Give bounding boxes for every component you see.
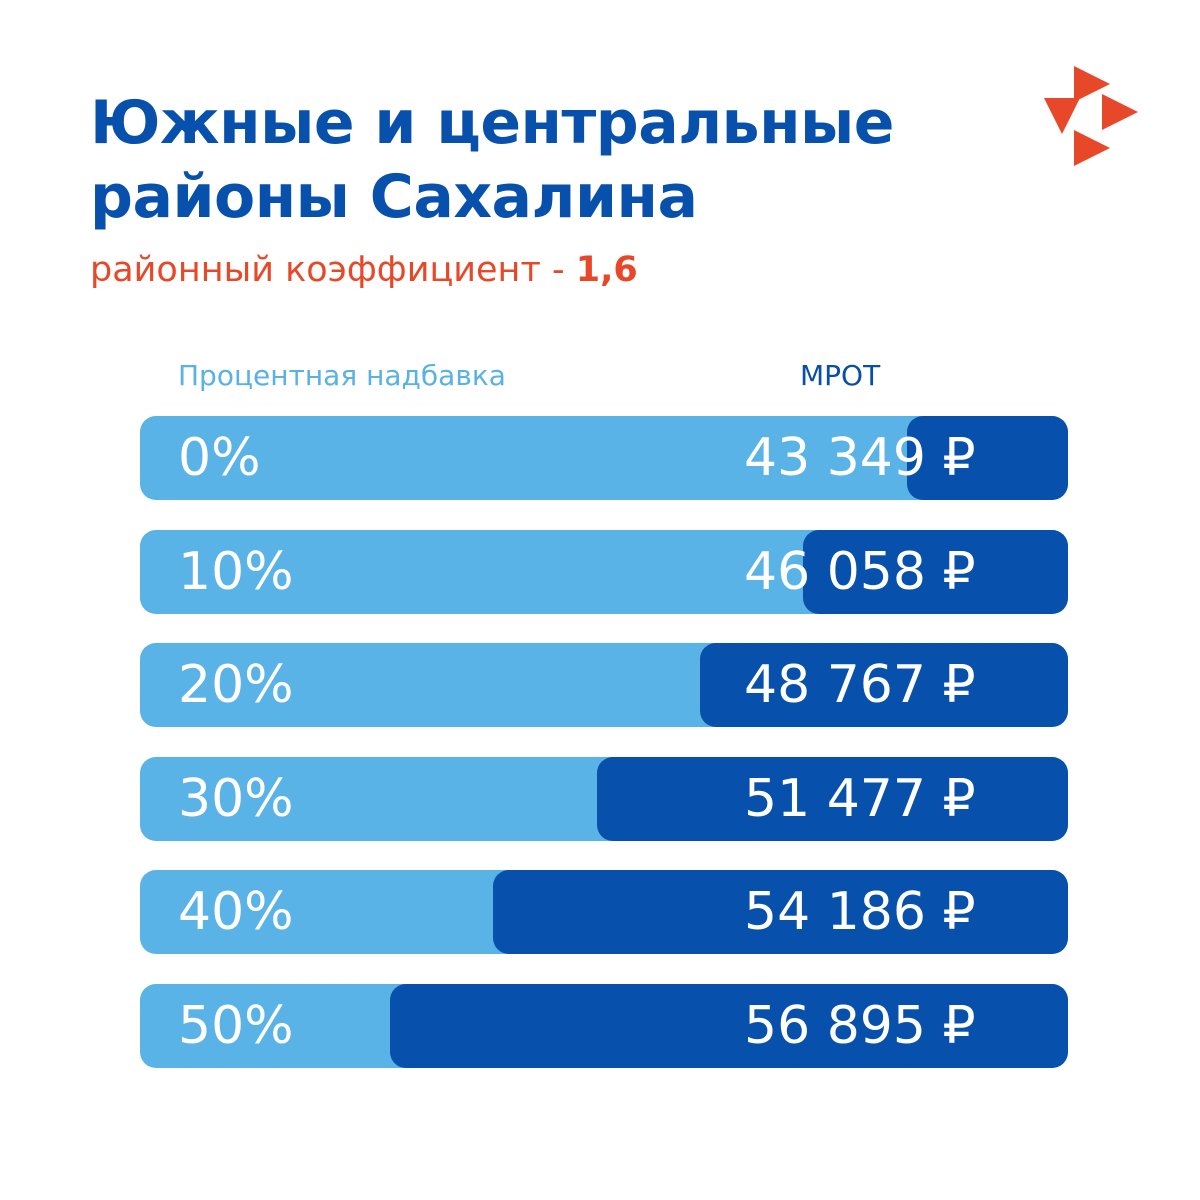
bar-row: 20% 48 767 ₽	[140, 643, 1068, 727]
bar-value-label: 56 895 ₽	[744, 996, 976, 1056]
bar-value-label: 51 477 ₽	[744, 769, 976, 829]
bar-value-fill	[493, 870, 1068, 954]
bar-value-label: 54 186 ₽	[744, 882, 976, 942]
subtitle: районный коэффициент - 1,6	[90, 246, 638, 294]
bar-row: 40% 54 186 ₽	[140, 870, 1068, 954]
bar-category-label: 40%	[178, 882, 294, 942]
bar-category-label: 30%	[178, 769, 294, 829]
bar-value-fill	[390, 984, 1068, 1068]
bar-value-label: 48 767 ₽	[744, 655, 976, 715]
bar-value-fill	[803, 530, 1068, 614]
column-header-mrot: МРОТ	[800, 359, 881, 392]
bar-value-fill	[597, 757, 1068, 841]
bar-row: 30% 51 477 ₽	[140, 757, 1068, 841]
bar-category-label: 0%	[178, 428, 261, 488]
title-line-1: Южные и центральные	[90, 88, 895, 158]
orange-arrows-logo-icon	[1044, 66, 1138, 166]
column-header-percent: Процентная надбавка	[178, 359, 506, 392]
bar-row: 0% 43 349 ₽	[140, 416, 1068, 500]
bar-row: 10% 46 058 ₽	[140, 530, 1068, 614]
coefficient-value: 1,6	[575, 250, 638, 290]
bar-value-label: 46 058 ₽	[744, 542, 976, 602]
bar-row: 50% 56 895 ₽	[140, 984, 1068, 1068]
bar-category-label: 10%	[178, 542, 294, 602]
page-title: Южные и центральные районы Сахалина	[90, 86, 895, 234]
bar-value-label: 43 349 ₽	[744, 428, 976, 488]
subtitle-prefix: районный коэффициент -	[90, 250, 576, 290]
bar-category-label: 20%	[178, 655, 294, 715]
title-line-2: районы Сахалина	[90, 162, 698, 232]
bar-category-label: 50%	[178, 996, 294, 1056]
bar-value-fill	[907, 416, 1068, 500]
bar-value-fill	[700, 643, 1068, 727]
